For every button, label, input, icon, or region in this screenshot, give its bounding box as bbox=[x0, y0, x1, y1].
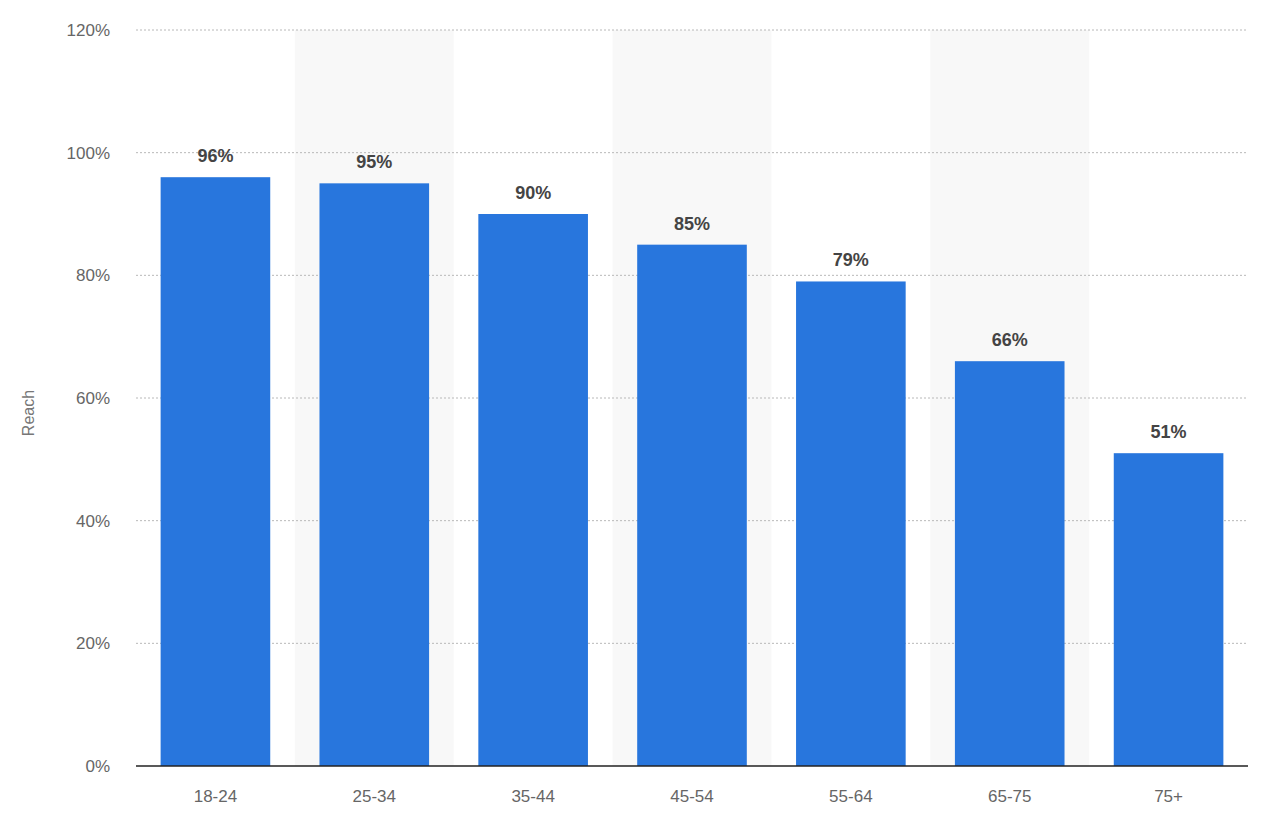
bars bbox=[161, 177, 1224, 766]
x-tick-label: 75+ bbox=[1154, 787, 1183, 806]
x-axis-line bbox=[136, 765, 1248, 767]
data-label: 96% bbox=[197, 146, 233, 166]
y-tick-label: 40% bbox=[76, 512, 110, 531]
bar bbox=[319, 183, 429, 766]
labels: 96% 18-24 95% 25-34 90% 35-44 85% 45-54 79% 55-64… bbox=[194, 146, 1187, 806]
y-tick-label: 20% bbox=[76, 634, 110, 653]
x-tick-label: 55-64 bbox=[829, 787, 872, 806]
x-tick-label: 35-44 bbox=[511, 787, 554, 806]
y-tick-label: 60% bbox=[76, 389, 110, 408]
bar bbox=[161, 177, 271, 766]
data-label: 85% bbox=[674, 214, 710, 234]
x-tick-label: 65-75 bbox=[988, 787, 1031, 806]
y-tick-label: 100% bbox=[67, 144, 110, 163]
data-label: 51% bbox=[1151, 422, 1187, 442]
y-tick-label: 80% bbox=[76, 266, 110, 285]
bar bbox=[637, 245, 747, 766]
y-axis-line bbox=[136, 30, 137, 766]
bar bbox=[955, 361, 1065, 766]
grid-line bbox=[136, 152, 1248, 153]
page: {"chart_data": {"type": "bar", "y_label"… bbox=[0, 0, 1263, 827]
data-label: 66% bbox=[992, 330, 1028, 350]
y-tick-label: 0% bbox=[85, 757, 110, 776]
y-tick-label: 120% bbox=[67, 21, 110, 40]
bar bbox=[478, 214, 588, 766]
grid-line bbox=[136, 30, 1248, 31]
x-tick-label: 18-24 bbox=[194, 787, 237, 806]
bar bbox=[796, 281, 906, 766]
x-tick-label: 25-34 bbox=[353, 787, 396, 806]
chart-svg: 0% 20% 40% 60% 80% 100% 120% 96% 18-24 95% 25-34 90… bbox=[0, 0, 1263, 827]
data-label: 90% bbox=[515, 183, 551, 203]
data-label: 79% bbox=[833, 250, 869, 270]
bar bbox=[1114, 453, 1224, 766]
chart-container: 0% 20% 40% 60% 80% 100% 120% 96% 18-24 95% 25-34 90… bbox=[0, 0, 1263, 827]
x-tick-label: 45-54 bbox=[670, 787, 713, 806]
data-label: 95% bbox=[356, 152, 392, 172]
y-axis-label: Reach bbox=[20, 390, 37, 436]
